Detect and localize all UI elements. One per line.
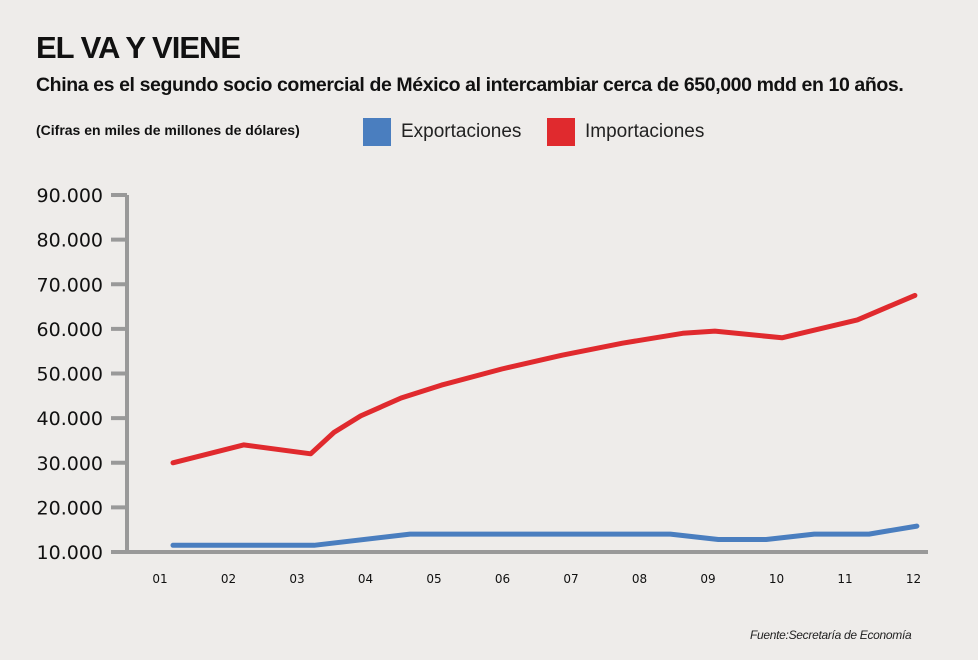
x-tick-label: 09	[700, 572, 715, 586]
y-tick-label: 50.000	[37, 364, 103, 386]
source-note: Fuente:Secretaría de Economía	[750, 628, 912, 642]
x-tick-label: 02	[221, 572, 236, 586]
x-tick-label: 06	[495, 572, 510, 586]
legend-item-importaciones: Importaciones	[547, 118, 704, 146]
y-tick-label: 40.000	[37, 408, 103, 430]
y-tick-label: 60.000	[37, 319, 103, 341]
series-lines	[170, 292, 920, 548]
x-ticks: 01 02 03 04 05 06 07 08 09 10 11 12	[152, 572, 921, 586]
x-tick-label: 03	[289, 572, 304, 586]
x-tick-label: 04	[358, 572, 373, 586]
y-tick-label: 70.000	[37, 274, 103, 296]
series-line-exportaciones	[170, 523, 920, 548]
x-tick-label: 10	[769, 572, 784, 586]
chart-title: EL VA Y VIENE	[36, 30, 241, 65]
x-tick-label: 11	[837, 572, 852, 586]
legend-item-exportaciones: Exportaciones	[363, 118, 521, 146]
y-tick-label: 30.000	[37, 453, 103, 475]
chart-subtitle: China es el segundo socio comercial de M…	[36, 74, 904, 96]
y-tick-label: 20.000	[37, 497, 103, 519]
legend-label-importaciones: Importaciones	[585, 121, 705, 142]
axes	[125, 195, 928, 554]
units-note: (Cifras en miles de millones de dólares)	[36, 122, 300, 138]
x-tick-label: 12	[906, 572, 921, 586]
x-tick-label: 08	[632, 572, 647, 586]
legend-swatch-exportaciones	[363, 118, 391, 146]
y-tick-label: 10.000	[37, 542, 103, 564]
x-tick-label: 01	[152, 572, 167, 586]
y-tick-label: 90.000	[37, 185, 103, 207]
x-tick-label: 07	[563, 572, 578, 586]
x-tick-label: 05	[426, 572, 441, 586]
legend-label-exportaciones: Exportaciones	[401, 121, 522, 142]
y-tick-label: 80.000	[37, 230, 103, 252]
series-line-importaciones	[170, 292, 918, 466]
y-ticks: 10.000 20.000 30.000 40.000 50.000 60.000 70.0…	[37, 185, 127, 564]
legend-swatch-importaciones	[547, 118, 575, 146]
